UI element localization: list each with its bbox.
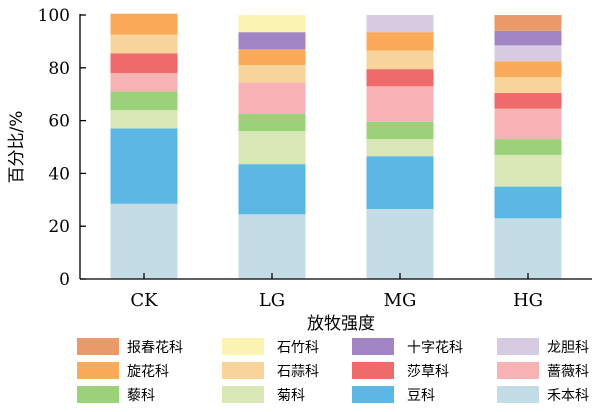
bar-segment-CK-3 [110,91,178,111]
bar-segment-CK-5 [110,53,178,74]
bar-segment-CK-4 [110,73,178,92]
legend-swatch-7 [497,362,539,379]
x-axis-label: 放牧强度 [307,314,375,334]
bars-layer [110,13,562,279]
legend-label-6: 莎草科 [407,364,449,380]
legend-swatch-4 [77,362,119,379]
y-ticks: 0 20 40 60 80 100 [38,6,86,290]
y-axis-label: 百分比/% [7,111,27,184]
bar-segment-MG-3 [366,121,434,140]
legend-swatch-9 [222,386,264,403]
y-tick-label-100: 100 [38,6,70,26]
bar-segment-HG-0 [494,218,562,279]
bar-segment-LG-9 [238,32,306,50]
bar-segment-LG-6 [238,65,306,83]
bar-segment-LG-10 [238,15,306,33]
bar-segment-LG-3 [238,114,306,132]
legend-swatch-3 [497,338,539,355]
bar-segment-HG-9 [494,30,562,46]
y-tick-label-40: 40 [48,164,70,184]
legend-swatch-6 [352,362,394,379]
bar-segment-MG-5 [366,69,434,87]
bar-segment-LG-1 [238,164,306,215]
bar-segment-HG-8 [494,45,562,62]
legend-swatch-0 [77,338,119,355]
bar-segment-CK-2 [110,110,178,129]
axes-layer [79,14,592,280]
x-tick-label-HG: HG [513,290,543,311]
legend-swatch-5 [222,362,264,379]
bar-segment-LG-0 [238,214,306,279]
bar-segment-HG-5 [494,92,562,109]
legend-label-0: 报春花科 [127,340,183,356]
bar-segment-HG-3 [494,139,562,155]
legend-swatch-2 [352,338,394,355]
bar-segment-MG-7 [366,32,434,51]
legend-swatch-11 [497,386,539,403]
bar-segment-MG-1 [366,156,434,210]
bar-segment-LG-2 [238,131,306,165]
bar-segment-HG-4 [494,108,562,140]
y-tick-label-80: 80 [48,59,70,79]
bar-segment-MG-2 [366,139,434,157]
bar-segment-CK-1 [110,128,178,204]
legend-swatch-1 [222,338,264,355]
legend-label-5: 石蒜科 [277,364,319,380]
legend-swatch-8 [77,386,119,403]
legend-label-9: 菊科 [277,388,305,404]
x-tick-label-LG: LG [259,290,285,311]
legend-label-3: 龙胆科 [547,340,589,356]
bar-segment-MG-0 [366,209,434,279]
bar-segment-HG-7 [494,61,562,78]
legend-label-11: 禾本科 [547,388,589,404]
x-tick-label-MG: MG [384,290,417,311]
y-tick-label-60: 60 [48,112,70,132]
legend-label-4: 旋花科 [127,364,169,380]
legend-label-10: 豆科 [407,388,435,404]
bar-segment-HG-11 [494,15,562,31]
x-ticks: CK LG MG HG [130,273,543,311]
x-tick-label-CK: CK [130,290,158,311]
bar-segment-HG-1 [494,186,562,219]
legend-label-7: 蔷薇科 [547,364,589,380]
bar-segment-CK-6 [110,34,178,54]
bar-segment-HG-6 [494,77,562,93]
bar-segment-HG-2 [494,154,562,187]
legend-label-8: 藜科 [127,388,155,404]
legend-label-2: 十字花科 [407,340,463,356]
y-tick-label-20: 20 [48,217,70,237]
bar-segment-LG-7 [238,49,306,66]
bar-segment-MG-8 [366,15,434,33]
bar-segment-CK-0 [110,203,178,279]
y-tick-label-0: 0 [59,270,70,290]
bar-segment-MG-6 [366,50,434,70]
legend-label-1: 石竹科 [277,340,319,356]
bar-segment-MG-4 [366,86,434,122]
legend-swatch-10 [352,386,394,403]
bar-segment-CK-7 [110,13,178,35]
bar-segment-LG-4 [238,82,306,114]
